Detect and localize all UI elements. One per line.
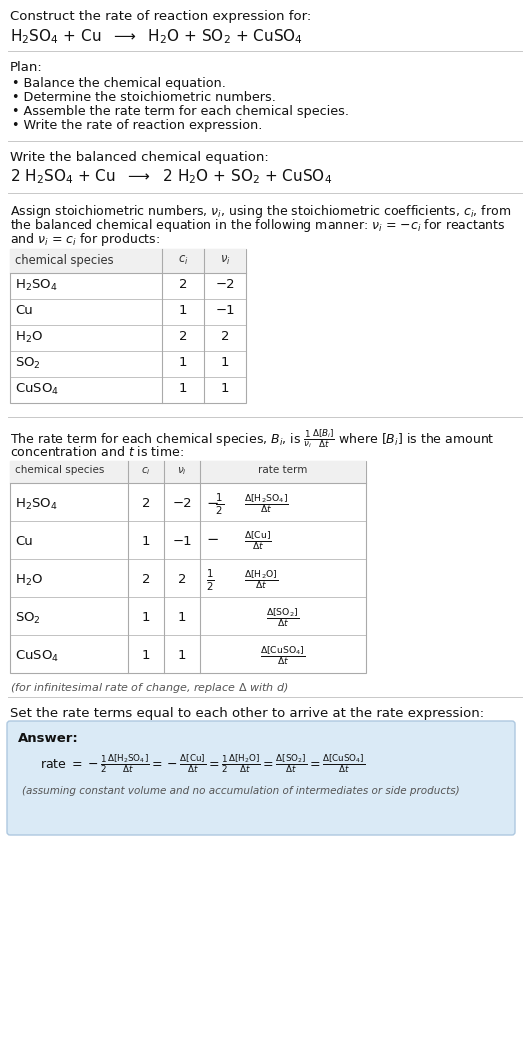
Text: Assign stoichiometric numbers, $\mathit{\nu_i}$, using the stoichiometric coeffi: Assign stoichiometric numbers, $\mathit{… [10,203,511,220]
Text: • Assemble the rate term for each chemical species.: • Assemble the rate term for each chemic… [12,105,349,118]
Text: Construct the rate of reaction expression for:: Construct the rate of reaction expressio… [10,10,311,23]
Text: 2 $\mathregular{H_2SO_4}$ + Cu  $\longrightarrow$  2 $\mathregular{H_2O}$ + $\ma: 2 $\mathregular{H_2SO_4}$ + Cu $\longrig… [10,167,332,186]
Text: (assuming constant volume and no accumulation of intermediates or side products): (assuming constant volume and no accumul… [22,786,460,796]
Text: $\frac{\Delta[\mathregular{H_2SO_4}]}{\Delta t}$: $\frac{\Delta[\mathregular{H_2SO_4}]}{\D… [244,492,289,515]
Bar [10,249,246,403]
Text: −2: −2 [172,497,192,510]
Text: $\frac{1}{2}$: $\frac{1}{2}$ [206,568,215,593]
Text: Cu: Cu [15,304,33,317]
Text: rate $= -\frac{1}{2}\frac{\Delta[\mathregular{H_2SO_4}]}{\Delta t} = -\frac{\Del: rate $= -\frac{1}{2}\frac{\Delta[\mathre… [40,752,365,775]
Text: $\mathregular{H_2O}$: $\mathregular{H_2O}$ [15,329,43,345]
Bar [10,461,366,673]
Text: rate term: rate term [258,465,308,475]
Text: −2: −2 [215,278,235,291]
Text: 2: 2 [178,573,186,586]
Text: $c_i$: $c_i$ [178,254,188,267]
Text: 2: 2 [221,329,229,343]
Bar [10,249,246,273]
Text: $-\!\frac{1}{2}$: $-\!\frac{1}{2}$ [206,492,224,518]
Text: Plan:: Plan: [10,61,43,74]
Text: $\mathregular{CuSO_4}$: $\mathregular{CuSO_4}$ [15,382,59,397]
Text: 1: 1 [221,356,229,369]
Text: $\nu_i$: $\nu_i$ [220,254,231,267]
Text: $\mathregular{H_2SO_4}$: $\mathregular{H_2SO_4}$ [15,497,58,513]
Text: 2: 2 [142,497,150,510]
Text: 2: 2 [142,573,150,586]
Text: 2: 2 [179,278,187,291]
Text: Cu: Cu [15,535,33,548]
Text: $-$: $-$ [206,530,219,545]
Text: −1: −1 [215,304,235,317]
Text: • Determine the stoichiometric numbers.: • Determine the stoichiometric numbers. [12,91,276,104]
Text: 2: 2 [179,329,187,343]
Text: (for infinitesimal rate of change, replace $\Delta$ with $d$): (for infinitesimal rate of change, repla… [10,681,289,695]
Text: The rate term for each chemical species, $B_i$, is $\frac{1}{\nu_i}\frac{\Delta[: The rate term for each chemical species,… [10,427,494,450]
Text: $\mathregular{SO_2}$: $\mathregular{SO_2}$ [15,356,41,371]
Text: Write the balanced chemical equation:: Write the balanced chemical equation: [10,151,269,164]
Text: 1: 1 [179,382,187,395]
Text: $\nu_i$: $\nu_i$ [177,465,187,477]
Text: • Write the rate of reaction expression.: • Write the rate of reaction expression. [12,119,262,132]
FancyBboxPatch shape [7,721,515,835]
Text: Answer:: Answer: [18,732,79,745]
Text: $\frac{\Delta[\mathregular{Cu}]}{\Delta t}$: $\frac{\Delta[\mathregular{Cu}]}{\Delta … [244,530,272,552]
Bar [10,461,366,483]
Text: $\mathregular{H_2SO_4}$: $\mathregular{H_2SO_4}$ [15,278,58,293]
Text: $\frac{\Delta[\mathregular{CuSO_4}]}{\Delta t}$: $\frac{\Delta[\mathregular{CuSO_4}]}{\De… [260,644,306,667]
Text: 1: 1 [178,611,186,624]
Text: 1: 1 [178,649,186,662]
Text: $\mathregular{SO_2}$: $\mathregular{SO_2}$ [15,611,41,627]
Text: −1: −1 [172,535,192,548]
Text: 1: 1 [179,356,187,369]
Text: $\mathregular{CuSO_4}$: $\mathregular{CuSO_4}$ [15,649,59,664]
Text: and $\mathit{\nu_i}$ = $\mathit{c_i}$ for products:: and $\mathit{\nu_i}$ = $\mathit{c_i}$ fo… [10,231,160,248]
Text: concentration and $t$ is time:: concentration and $t$ is time: [10,445,184,459]
Text: 1: 1 [179,304,187,317]
Text: $\mathregular{H_2SO_4}$ + Cu  $\longrightarrow$  $\mathregular{H_2O}$ + $\mathre: $\mathregular{H_2SO_4}$ + Cu $\longright… [10,27,303,46]
Text: 1: 1 [142,535,150,548]
Text: $\mathregular{H_2O}$: $\mathregular{H_2O}$ [15,573,43,588]
Text: chemical species: chemical species [15,254,113,267]
Text: chemical species: chemical species [15,465,104,475]
Text: $\frac{\Delta[\mathregular{SO_2}]}{\Delta t}$: $\frac{\Delta[\mathregular{SO_2}]}{\Delt… [267,606,299,629]
Text: 1: 1 [221,382,229,395]
Text: $c_i$: $c_i$ [141,465,151,477]
Text: $\frac{\Delta[\mathregular{H_2O}]}{\Delta t}$: $\frac{\Delta[\mathregular{H_2O}]}{\Delt… [244,568,278,591]
Text: • Balance the chemical equation.: • Balance the chemical equation. [12,77,226,90]
Text: 1: 1 [142,649,150,662]
Text: the balanced chemical equation in the following manner: $\mathit{\nu_i}$ = $-\ma: the balanced chemical equation in the fo… [10,217,506,234]
Text: Set the rate terms equal to each other to arrive at the rate expression:: Set the rate terms equal to each other t… [10,707,484,720]
Text: 1: 1 [142,611,150,624]
